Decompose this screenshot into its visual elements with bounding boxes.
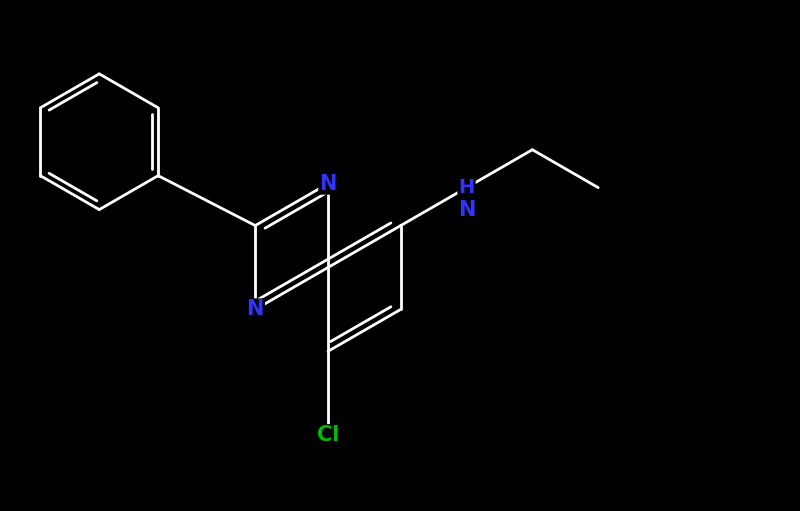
- Text: Cl: Cl: [317, 425, 339, 445]
- Text: N: N: [319, 174, 337, 194]
- Text: H: H: [458, 178, 474, 197]
- Text: N: N: [246, 299, 264, 319]
- Text: N: N: [458, 200, 475, 220]
